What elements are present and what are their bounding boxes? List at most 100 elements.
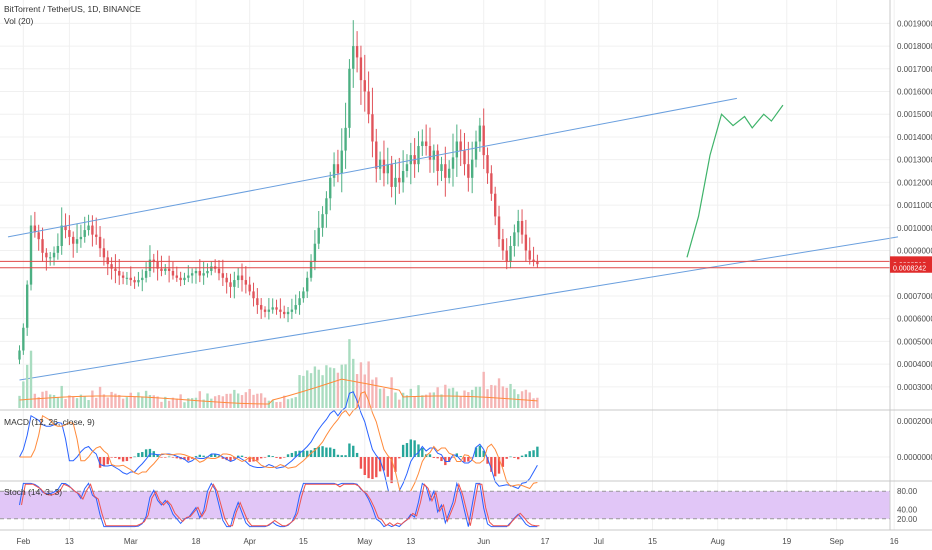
volume-bar	[225, 393, 228, 408]
candle-body	[206, 270, 209, 274]
macd-histogram-bar	[290, 452, 294, 457]
candle-body	[302, 291, 305, 299]
candle-body	[390, 164, 393, 187]
volume-bar	[202, 399, 205, 408]
stoch-pane[interactable]	[0, 481, 890, 528]
candle-body	[405, 164, 409, 172]
candle-body	[179, 277, 182, 281]
y-tick-label: 0.0014000	[897, 133, 932, 142]
candle-body	[444, 164, 447, 178]
volume-bar	[413, 396, 416, 408]
macd-histogram-bar	[501, 457, 505, 467]
stoch-d-line	[21, 482, 540, 527]
macd-histogram-bar	[202, 455, 205, 457]
volume-bar	[321, 375, 324, 408]
candle-body	[432, 150, 436, 160]
macd-histogram-bar	[509, 456, 512, 458]
macd-histogram-bar	[378, 457, 382, 472]
volume-bar	[447, 388, 451, 408]
volume-bar	[148, 395, 152, 408]
volume-bar	[229, 393, 232, 408]
candle-body	[482, 125, 485, 156]
volume-bar	[317, 369, 320, 408]
macd-histogram-bar	[432, 457, 436, 458]
volume-bar	[167, 400, 171, 408]
macd-histogram-bar	[528, 451, 531, 457]
volume-bar	[271, 400, 274, 408]
candle-body	[298, 298, 301, 306]
candle-body	[148, 259, 152, 271]
candle-body	[37, 232, 40, 240]
macd-histogram-bar	[194, 456, 198, 457]
candle-body	[83, 230, 86, 237]
x-tick-label: Jul	[594, 537, 604, 546]
volume-bar	[470, 389, 474, 408]
x-tick-label: Sep	[830, 537, 845, 546]
macd-histogram-bar	[386, 457, 389, 477]
candle-body	[344, 127, 347, 151]
volume-bar	[87, 400, 90, 408]
volume-bar	[532, 398, 535, 408]
candle-body	[317, 227, 320, 244]
candle-body	[183, 277, 186, 281]
candle-body	[283, 311, 286, 315]
price-pane[interactable]	[0, 20, 899, 381]
candle-body	[110, 264, 113, 269]
candle-body	[56, 245, 60, 253]
volume-bar	[160, 401, 163, 408]
volume-bar	[348, 339, 351, 408]
macd-histogram-bar	[451, 457, 455, 458]
volume-bar	[22, 381, 25, 408]
macd-histogram-bar	[413, 440, 416, 457]
candle-body	[167, 268, 171, 271]
volume-bar	[179, 394, 182, 408]
y-tick-label: 0.0015000	[897, 110, 932, 119]
candle-body	[202, 273, 205, 276]
candle-body	[64, 225, 67, 231]
macd-pane[interactable]	[19, 391, 539, 505]
macd-line	[19, 391, 538, 505]
candle-body	[436, 150, 439, 172]
macd-histogram-bar	[244, 457, 248, 458]
candle-body	[417, 146, 420, 165]
candle-body	[459, 141, 462, 151]
macd-histogram-bar	[321, 446, 324, 457]
volume-bar	[290, 398, 294, 408]
candle-body	[137, 280, 140, 283]
volume-bar	[359, 362, 363, 408]
y-tick-label: 0.0003000	[897, 383, 932, 392]
candle-body	[455, 141, 459, 158]
candle-body	[152, 259, 155, 262]
macd-histogram-bar	[398, 457, 401, 459]
volume-bar	[190, 398, 194, 408]
volume-bar	[248, 389, 251, 408]
candle-body	[49, 257, 52, 259]
x-tick-label: 16	[890, 537, 899, 546]
candle-body	[217, 268, 221, 274]
candle-body	[252, 291, 255, 299]
volume-bar	[133, 396, 136, 408]
candle-body	[68, 230, 71, 237]
x-tick-label: 13	[406, 537, 415, 546]
candle-body	[275, 307, 278, 310]
volume-bar	[114, 393, 117, 408]
candle-body	[336, 164, 340, 174]
volume-bar	[171, 397, 175, 408]
macd-histogram-bar	[160, 457, 163, 458]
volume-bar	[183, 402, 186, 408]
volume-bar	[125, 397, 129, 408]
macd-histogram-bar	[229, 457, 232, 462]
candle-body	[133, 280, 136, 283]
macd-histogram-bar	[428, 454, 432, 457]
candle-body	[367, 91, 370, 115]
candle-body	[114, 268, 117, 271]
macd-histogram-bar	[271, 456, 274, 457]
candle-body	[497, 216, 501, 240]
volume-bar	[329, 367, 332, 408]
macd-histogram-bar	[478, 445, 482, 457]
volume-bar	[486, 389, 489, 408]
macd-histogram-bar	[141, 452, 144, 457]
y-tick-label: 0.0007000	[897, 292, 932, 301]
candle-body	[517, 220, 520, 233]
